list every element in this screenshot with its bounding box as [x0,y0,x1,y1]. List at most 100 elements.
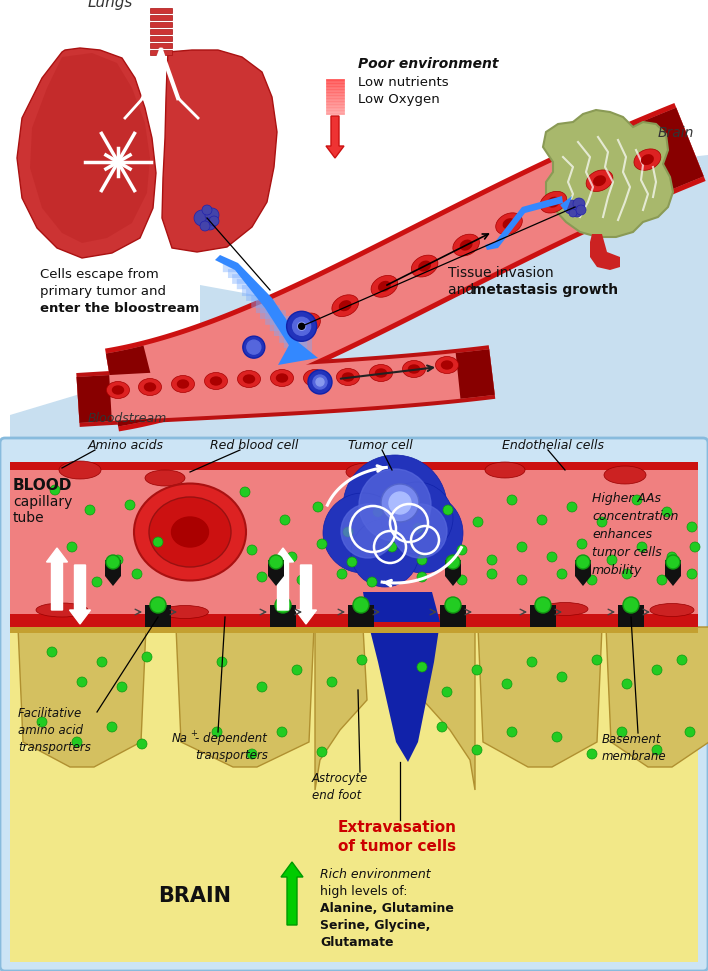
Text: Tissue invasion: Tissue invasion [448,266,554,280]
Circle shape [327,677,337,687]
Circle shape [652,745,662,755]
Circle shape [316,378,324,386]
Circle shape [323,493,403,573]
Circle shape [564,200,578,214]
Circle shape [353,597,369,613]
Circle shape [617,727,627,737]
Circle shape [690,542,700,552]
Circle shape [657,575,667,585]
Text: Brain: Brain [658,126,695,140]
Circle shape [125,500,135,510]
Circle shape [597,517,607,527]
Circle shape [204,218,216,230]
Circle shape [277,727,287,737]
Ellipse shape [442,361,452,369]
Text: capillary: capillary [13,495,72,509]
Circle shape [117,682,127,692]
Circle shape [72,737,82,747]
Circle shape [393,504,447,558]
Ellipse shape [277,374,287,382]
Circle shape [667,552,677,562]
Ellipse shape [403,360,426,378]
Polygon shape [10,627,698,962]
Ellipse shape [134,484,246,581]
Circle shape [622,679,632,689]
Circle shape [292,318,311,335]
Circle shape [567,502,577,512]
FancyBboxPatch shape [145,605,171,627]
Circle shape [417,662,427,672]
Circle shape [487,569,497,579]
Ellipse shape [149,497,231,567]
Polygon shape [76,375,112,423]
FancyBboxPatch shape [440,605,466,627]
Circle shape [97,657,107,667]
Polygon shape [106,346,161,426]
Circle shape [652,665,662,675]
Ellipse shape [634,149,661,170]
Circle shape [357,655,367,665]
Ellipse shape [604,466,646,484]
FancyBboxPatch shape [0,438,708,971]
Circle shape [547,552,557,562]
Polygon shape [17,48,156,258]
Circle shape [472,665,482,675]
Text: Cells escape from: Cells escape from [40,268,159,281]
Polygon shape [10,622,698,627]
Ellipse shape [343,373,353,381]
Circle shape [457,575,467,585]
Text: Alanine, Glutamine: Alanine, Glutamine [320,902,454,915]
Text: BLOOD: BLOOD [13,478,72,493]
Circle shape [313,375,327,389]
Text: Glutamate: Glutamate [320,936,394,949]
Text: Lungs: Lungs [88,0,133,10]
Circle shape [417,555,427,565]
Circle shape [662,507,672,517]
Circle shape [592,655,602,665]
Circle shape [85,505,95,515]
Ellipse shape [139,379,161,395]
Circle shape [473,517,483,527]
Polygon shape [150,22,172,27]
Text: Facilitative
amino acid
transporters: Facilitative amino acid transporters [18,707,91,754]
Ellipse shape [145,470,185,486]
Circle shape [113,555,123,565]
Ellipse shape [270,370,294,386]
Ellipse shape [503,218,515,228]
Polygon shape [423,627,475,790]
Circle shape [417,572,427,582]
Circle shape [212,727,222,737]
Polygon shape [10,614,698,622]
Ellipse shape [237,371,261,387]
Ellipse shape [161,606,208,619]
Circle shape [552,732,562,742]
Ellipse shape [485,462,525,478]
Text: Endothelial cells: Endothelial cells [502,439,604,452]
Ellipse shape [586,170,613,191]
Ellipse shape [435,356,459,374]
Text: Low Oxygen: Low Oxygen [358,93,440,106]
Circle shape [67,542,77,552]
Circle shape [577,539,587,549]
Polygon shape [10,462,698,470]
Text: Amino acids: Amino acids [88,439,164,452]
Circle shape [517,542,527,552]
Text: tube: tube [13,511,45,525]
Polygon shape [560,196,572,212]
Circle shape [299,323,304,329]
Polygon shape [106,108,704,426]
Circle shape [381,484,419,522]
Circle shape [37,717,47,727]
Polygon shape [150,50,172,55]
Circle shape [247,545,257,555]
Polygon shape [150,8,172,13]
Ellipse shape [304,370,326,386]
FancyArrow shape [273,548,294,610]
Circle shape [343,455,447,559]
Circle shape [247,340,261,354]
Circle shape [347,557,357,567]
Circle shape [573,198,585,210]
Ellipse shape [294,313,321,335]
Text: primary tumor and: primary tumor and [40,285,166,298]
Circle shape [387,542,397,552]
